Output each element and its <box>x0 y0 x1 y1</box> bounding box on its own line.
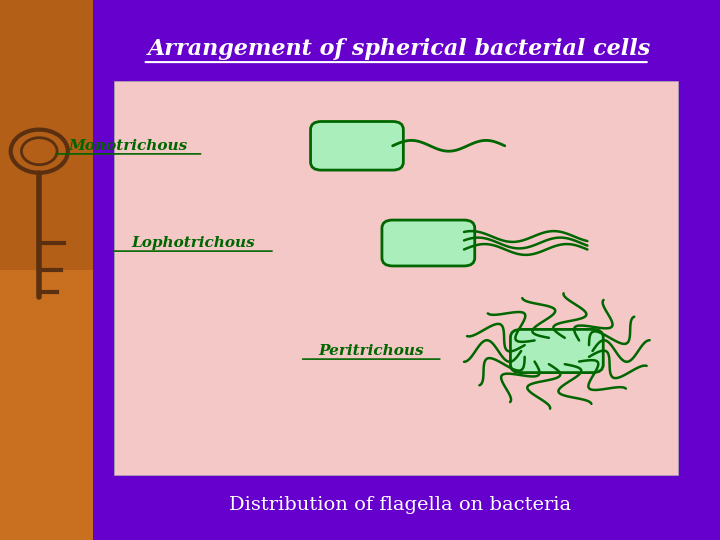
Text: Lophotrichous: Lophotrichous <box>131 236 255 250</box>
FancyBboxPatch shape <box>382 220 474 266</box>
FancyBboxPatch shape <box>510 329 603 373</box>
Text: Peritrichous: Peritrichous <box>318 344 424 358</box>
Text: Arrangement of spherical bacterial cells: Arrangement of spherical bacterial cells <box>148 38 652 59</box>
FancyBboxPatch shape <box>114 81 678 475</box>
FancyBboxPatch shape <box>0 0 93 540</box>
Text: Distribution of flagella on bacteria: Distribution of flagella on bacteria <box>229 496 571 514</box>
FancyBboxPatch shape <box>310 122 403 170</box>
FancyBboxPatch shape <box>0 0 93 270</box>
Text: Monotrichous: Monotrichous <box>69 139 188 153</box>
